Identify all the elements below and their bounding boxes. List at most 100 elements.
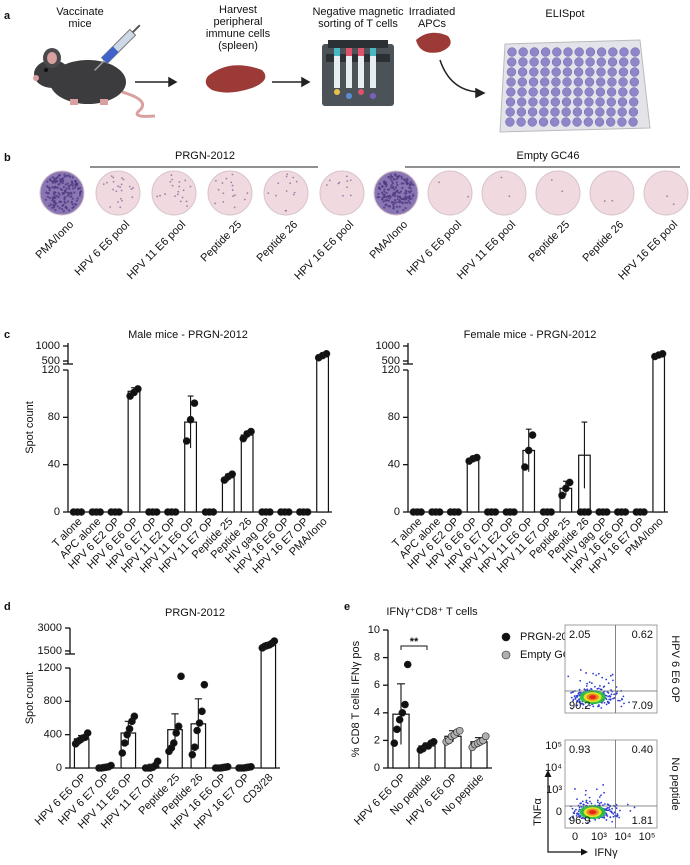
event-dot [584,689,587,692]
spot [410,182,413,185]
event-dot [629,810,632,812]
event-dot [592,705,595,708]
data-point [640,508,648,516]
spot [67,174,70,177]
spot [396,191,399,194]
plate-well [505,107,515,117]
data-point [403,660,412,669]
spot [387,204,390,208]
plate-well [527,107,538,117]
event-dot [601,676,604,679]
spot [170,174,173,176]
event-dot [588,681,591,683]
event-dot [602,816,604,819]
spot [508,195,511,198]
spot [71,206,74,210]
event-dot [574,788,576,790]
spot [295,180,298,183]
spot [438,181,440,184]
event-dot [586,822,589,824]
spot [67,209,71,212]
quadrant-value: 0.40 [632,744,653,756]
event-dot [615,803,618,806]
plate-well [517,77,527,87]
spot [70,192,73,195]
event-dot [585,672,588,674]
well [589,170,635,216]
spot [122,178,125,181]
spot [412,193,415,196]
y-tick-label: 0 [54,506,60,518]
event-dot [603,701,606,704]
spot [385,181,388,184]
spot [55,194,59,198]
panel-label: b [4,152,11,164]
y-tick-label: 40 [388,459,400,471]
event-dot [633,806,636,809]
spot [391,175,394,179]
spot [230,181,233,184]
event-dot [621,698,623,701]
event-dot [579,701,581,703]
plate-well [608,47,618,57]
spot [74,181,77,184]
spot [70,200,73,204]
event-dot [590,802,593,805]
panel-label: a [4,10,11,22]
event-dot [613,697,616,699]
spot [393,188,396,191]
well-label: HPV 16 E6 pool [616,219,680,283]
spot [392,203,395,206]
spot [611,199,614,202]
plate-well [518,57,528,67]
spot [405,190,408,193]
well [207,170,253,216]
event-dot [570,691,572,694]
spot [121,177,123,180]
spot [383,190,386,193]
event-dot [613,693,615,696]
event-dot [607,809,610,812]
well [427,170,473,216]
bar [240,434,254,513]
event-dot [578,688,581,691]
event-dot [585,705,587,708]
spot [393,173,396,176]
spot [409,187,412,190]
spot [342,194,344,197]
plate-well [517,87,527,97]
y-tick-label: 1000 [376,340,400,352]
density-core [589,810,597,815]
event-dot [576,700,579,703]
plate-well [540,77,550,87]
plate-well [551,57,562,67]
spot [177,190,180,193]
flow-y-tick-label: 10⁴ [545,762,562,774]
event-dot [615,692,618,695]
spot [117,201,119,203]
event-dot [610,693,613,696]
spot [395,175,398,178]
data-point [284,508,293,516]
spot [78,186,82,190]
event-dot [585,685,588,687]
data-point [107,761,115,770]
plate-well [550,117,560,127]
well [643,170,689,216]
spot [389,178,392,181]
event-dot [607,695,610,698]
plate-well [527,117,537,127]
event-dot [588,796,591,799]
event-dot [577,813,580,816]
spot [390,180,394,183]
spot [222,192,225,195]
event-dot [603,791,605,794]
legend-marker [501,632,511,642]
spot [232,195,234,197]
plate-well [584,77,595,87]
y-tick-label: 6 [374,679,380,691]
data-point [435,508,444,516]
spot [412,194,415,198]
quadrant-value: 1.81 [632,815,653,827]
